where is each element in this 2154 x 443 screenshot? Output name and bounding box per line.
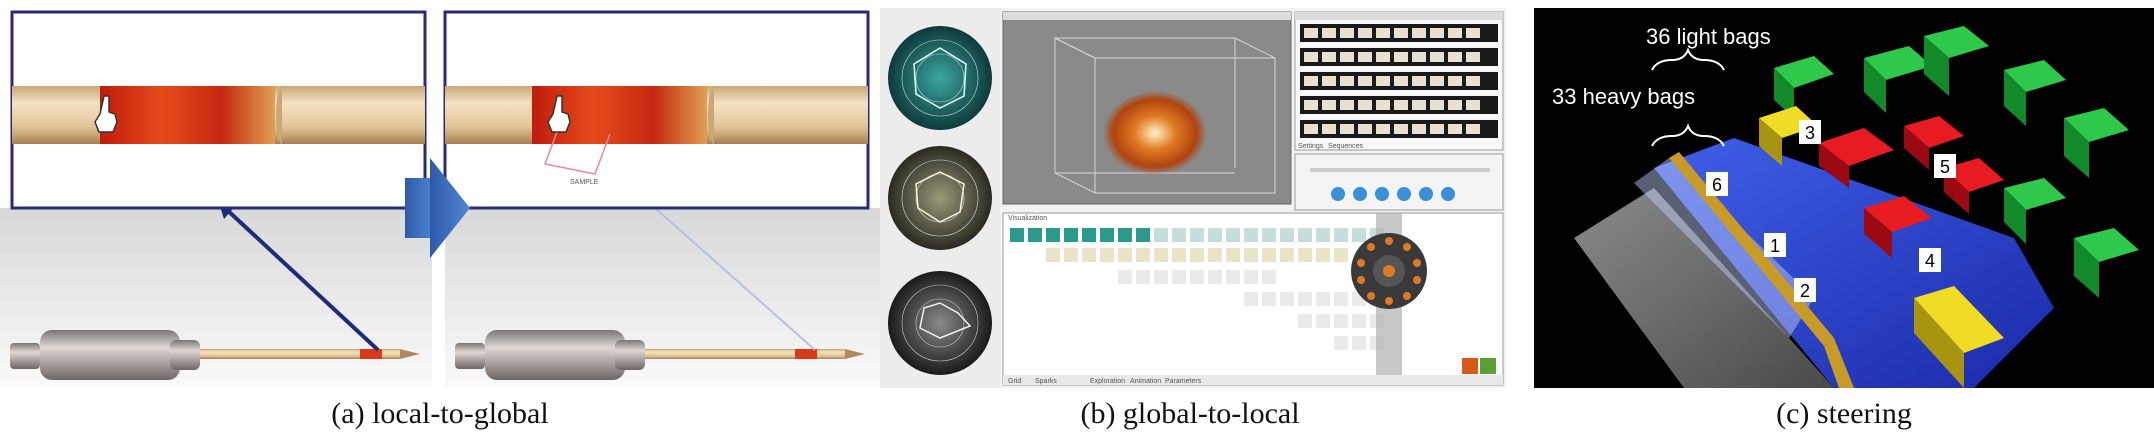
panel-b-app-window: Settings Sequences Visualization xyxy=(880,8,1504,388)
marker-2: 2 xyxy=(1794,278,1816,302)
buildings-red xyxy=(1819,116,2004,258)
road-surface xyxy=(1574,188,1834,388)
panel-c-steering: 36 light bags 33 heavy bags 1 2 3 4 5 6 xyxy=(1534,8,2154,388)
panel-a-local-to-global: SAMPLE xyxy=(0,8,880,388)
annotation-heavy-bags: 33 heavy bags xyxy=(1552,84,1695,109)
radar-chart-1 xyxy=(888,26,992,130)
radar-chart-3 xyxy=(888,271,992,375)
volume-render-blob xyxy=(1103,91,1207,175)
tab-parameters[interactable]: Parameters xyxy=(1165,378,1202,385)
svg-text:2: 2 xyxy=(1800,281,1810,301)
transition-arrow-icon xyxy=(405,158,470,258)
radar-chart-2 xyxy=(888,146,992,250)
marker-3: 3 xyxy=(1799,120,1821,144)
caption-c: (c) steering xyxy=(1776,397,1912,430)
inset-left xyxy=(10,10,427,210)
panel-b-global-to-local: Settings Sequences Visualization xyxy=(880,8,1506,388)
marker-5: 5 xyxy=(1934,154,1956,178)
svg-text:3: 3 xyxy=(1805,123,1815,143)
caption-b: (b) global-to-local xyxy=(1080,397,1300,430)
zoom-line-right xyxy=(654,207,816,351)
visualization-title: Visualization xyxy=(1008,215,1047,222)
annotation-light-bags: 36 light bags xyxy=(1646,24,1771,49)
side-tab-settings[interactable]: Settings xyxy=(1298,143,1324,150)
svg-text:1: 1 xyxy=(1770,236,1780,256)
timeline-slider[interactable] xyxy=(1310,168,1490,172)
device-left xyxy=(10,330,420,380)
buildings-green xyxy=(1774,26,2139,298)
svg-text:6: 6 xyxy=(1712,175,1722,195)
film-strips[interactable] xyxy=(1300,24,1498,138)
grid-thumbnails[interactable] xyxy=(1010,228,1384,350)
playback-controls[interactable] xyxy=(1331,187,1455,201)
svg-text:4: 4 xyxy=(1925,251,1935,271)
tab-grid[interactable]: Grid xyxy=(1008,378,1021,385)
marker-6: 6 xyxy=(1706,172,1728,196)
device-right xyxy=(455,330,865,380)
inset-right: SAMPLE xyxy=(443,10,870,210)
color-swatches xyxy=(1462,358,1496,374)
tab-exploration[interactable]: Exploration xyxy=(1090,378,1125,385)
sample-label: SAMPLE xyxy=(570,179,599,186)
timeline-panel xyxy=(1294,153,1504,211)
tab-sparks[interactable]: Sparks xyxy=(1035,378,1057,385)
panel-c-scene: 36 light bags 33 heavy bags 1 2 3 4 5 6 xyxy=(1534,8,2154,388)
svg-text:5: 5 xyxy=(1940,157,1950,177)
marker-1: 1 xyxy=(1764,233,1786,257)
zoom-line-left xyxy=(223,206,380,352)
sandbag-wall xyxy=(1669,152,1834,346)
panel-a-illustration: SAMPLE xyxy=(0,8,880,388)
caption-a: (a) local-to-global xyxy=(331,397,549,430)
side-tab-sequences[interactable]: Sequences xyxy=(1328,143,1364,150)
tab-animation[interactable]: Animation xyxy=(1130,378,1161,385)
magnifier-lens[interactable] xyxy=(1351,233,1427,309)
marker-4: 4 xyxy=(1919,248,1941,272)
